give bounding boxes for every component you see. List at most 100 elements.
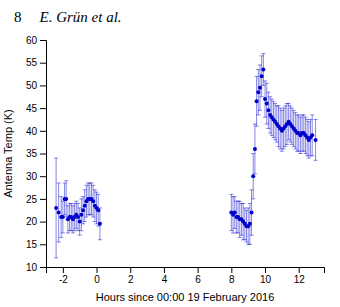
y-tick-label: 45 (26, 103, 38, 114)
y-tick-mark (40, 176, 46, 177)
x-tick-label: 8 (229, 274, 235, 285)
x-tick: 0 (94, 267, 100, 285)
error-bar (54, 158, 58, 258)
y-tick-label: 10 (26, 262, 38, 273)
x-tick-mark (164, 267, 165, 273)
y-tick: 30 (26, 171, 46, 182)
point (261, 68, 265, 72)
y-tick-label: 35 (26, 148, 38, 159)
y-tick-mark (40, 267, 46, 268)
error-bar (310, 115, 314, 156)
y-tick: 35 (26, 148, 46, 159)
point (98, 222, 102, 226)
x-tick: -2 (59, 267, 68, 285)
x-tick: 6 (195, 267, 201, 285)
y-axis: 10 15 20 25 30 35 40 45 50 55 60 (26, 35, 47, 273)
x-tick-label: 6 (195, 274, 201, 285)
point (248, 222, 252, 226)
point (250, 211, 254, 215)
y-tick-label: 20 (26, 216, 38, 227)
plot: -2 0 2 4 6 8 10 12 10 15 20 25 30 35 40 45 50 55 60 (26, 35, 325, 285)
x-tick-label: -2 (59, 274, 68, 285)
point (266, 108, 270, 112)
point (64, 197, 68, 201)
y-axis-line (40, 41, 47, 268)
point (258, 86, 262, 90)
y-tick-label: 15 (26, 239, 38, 250)
marks (54, 54, 317, 258)
point (253, 147, 257, 151)
y-tick-mark (40, 40, 46, 41)
header-text: E. Grün et al. (39, 9, 122, 25)
x-tick: 8 (229, 267, 235, 285)
y-tick: 55 (26, 57, 46, 68)
x-axis-line (47, 268, 325, 274)
y-tick-mark (40, 222, 46, 223)
x-axis-title: Hours since 00:00 19 February 2016 (96, 291, 275, 303)
point (255, 99, 259, 103)
x-tick: 10 (260, 267, 272, 285)
y-tick-label: 60 (26, 35, 38, 46)
point (78, 220, 82, 224)
x-tick-mark (130, 267, 131, 273)
point (83, 204, 87, 208)
y-tick-label: 50 (26, 80, 38, 91)
y-tick: 60 (26, 35, 46, 46)
x-tick-mark (198, 267, 199, 273)
point (91, 199, 95, 203)
y-axis-title: Antenna Temp (K) (2, 109, 14, 197)
y-tick: 40 (26, 126, 46, 137)
x-tick: 2 (128, 267, 134, 285)
y-tick-mark (40, 131, 46, 132)
error-bar (98, 208, 102, 240)
x-tick-label: 0 (94, 274, 100, 285)
point (256, 90, 260, 94)
y-tick-mark (40, 244, 46, 245)
x-axis: -2 0 2 4 6 8 10 12 (47, 267, 325, 285)
y-tick-label: 25 (26, 194, 38, 205)
y-tick-mark (40, 63, 46, 64)
y-tick: 50 (26, 80, 46, 91)
point (61, 215, 65, 219)
x-tick-label: 4 (162, 274, 168, 285)
point (310, 133, 314, 137)
y-tick-label: 55 (26, 57, 38, 68)
x-tick-mark (299, 267, 300, 273)
y-tick-mark (40, 154, 46, 155)
y-tick-mark (40, 199, 46, 200)
error-bar (253, 124, 257, 174)
point (251, 174, 255, 178)
x-tick-label: 10 (260, 274, 272, 285)
x-tick-label: 2 (128, 274, 134, 285)
y-tick-label: 40 (26, 126, 38, 137)
x-tick-mark (231, 267, 232, 273)
y-tick: 25 (26, 194, 46, 205)
chart: 8 E. Grün et al. -2 0 2 4 6 8 10 12 10 15 20 25 30 35 40… (0, 0, 340, 307)
y-tick: 20 (26, 216, 46, 227)
point (79, 213, 83, 217)
point (96, 208, 100, 212)
point (263, 97, 267, 101)
x-tick-mark (97, 267, 98, 273)
y-tick-mark (40, 85, 46, 86)
point (265, 102, 269, 106)
header-text: 8 (14, 9, 22, 25)
error-bar (57, 183, 61, 242)
point (233, 211, 237, 215)
error-bar (314, 119, 318, 160)
x-tick: 4 (162, 267, 168, 285)
point (57, 211, 61, 215)
y-tick-mark (40, 108, 46, 109)
y-tick: 15 (26, 239, 46, 250)
point (81, 208, 85, 212)
x-tick-mark (63, 267, 64, 273)
point (76, 215, 80, 219)
y-tick: 10 (26, 262, 46, 273)
point (260, 74, 264, 78)
x-tick-label: 12 (294, 274, 306, 285)
y-tick-label: 30 (26, 171, 38, 182)
x-tick: 12 (294, 267, 306, 285)
x-tick-mark (265, 267, 266, 273)
y-tick: 45 (26, 103, 46, 114)
point (54, 206, 58, 210)
